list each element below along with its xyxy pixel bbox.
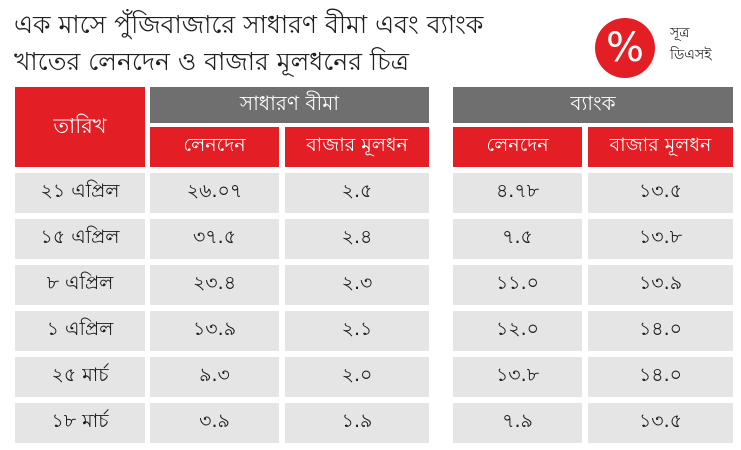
cell-date: ১৫ এপ্রিল [15, 219, 145, 259]
source-credit: সূত্র ডিএসই [670, 22, 712, 66]
cell-bank-market-cap: ১৪.০ [588, 311, 733, 351]
cell-bank-market-cap: ১৪.০ [588, 357, 733, 397]
cell-bank-turnover: ৪.৭৮ [453, 173, 582, 213]
cell-insurance-turnover: ৩.৯ [150, 403, 279, 443]
cell-bank-turnover: ৭.৫ [453, 219, 582, 259]
cell-insurance-market-cap: ২.৫ [285, 173, 429, 213]
cell-insurance-market-cap: ২.৪ [285, 219, 429, 259]
header-group-bank: ব্যাংক [453, 87, 733, 123]
cell-insurance-turnover: ২৩.৪ [150, 265, 279, 305]
percent-icon: % [595, 18, 655, 78]
cell-bank-turnover: ১২.০ [453, 311, 582, 351]
cell-bank-market-cap: ১৩.৮ [588, 219, 733, 259]
source-value: ডিএসই [670, 47, 712, 63]
cell-bank-market-cap: ১৩.৯ [588, 265, 733, 305]
cell-insurance-turnover: ৯.৩ [150, 357, 279, 397]
header-group-insurance: সাধারণ বীমা [150, 87, 429, 123]
cell-date: ৮ এপ্রিল [15, 265, 145, 305]
cell-bank-turnover: ১১.০ [453, 265, 582, 305]
header-insurance-turnover: লেনদেন [150, 127, 279, 167]
header-bank-market-cap: বাজার মূলধন [588, 127, 733, 167]
cell-insurance-market-cap: ২.৩ [285, 265, 429, 305]
cell-date: ২৫ মার্চ [15, 357, 145, 397]
cell-insurance-turnover: ৩৭.৫ [150, 219, 279, 259]
cell-insurance-market-cap: ২.০ [285, 357, 429, 397]
cell-insurance-turnover: ১৩.৯ [150, 311, 279, 351]
cell-bank-market-cap: ১৩.৫ [588, 173, 733, 213]
header-insurance-market-cap: বাজার মূলধন [285, 127, 429, 167]
header-date: তারিখ [15, 87, 145, 167]
title-line-2: খাতের লেনদেন ও বাজার মূলধনের চিত্র [14, 47, 409, 76]
title-line-1: এক মাসে পুঁজিবাজারে সাধারণ বীমা এবং ব্যা… [14, 10, 484, 39]
cell-date: ১৮ মার্চ [15, 403, 145, 443]
header-bank-turnover: লেনদেন [453, 127, 582, 167]
cell-insurance-market-cap: ১.৯ [285, 403, 429, 443]
cell-bank-turnover: ৭.৯ [453, 403, 582, 443]
cell-date: ২১ এপ্রিল [15, 173, 145, 213]
cell-bank-turnover: ১৩.৮ [453, 357, 582, 397]
percent-symbol: % [605, 25, 644, 71]
cell-insurance-market-cap: ২.১ [285, 311, 429, 351]
cell-date: ১ এপ্রিল [15, 311, 145, 351]
cell-bank-market-cap: ১৩.৫ [588, 403, 733, 443]
source-label: সূত্র [670, 25, 690, 41]
cell-insurance-turnover: ২৬.০৭ [150, 173, 279, 213]
page-title: এক মাসে পুঁজিবাজারে সাধারণ বীমা এবং ব্যা… [14, 6, 584, 80]
